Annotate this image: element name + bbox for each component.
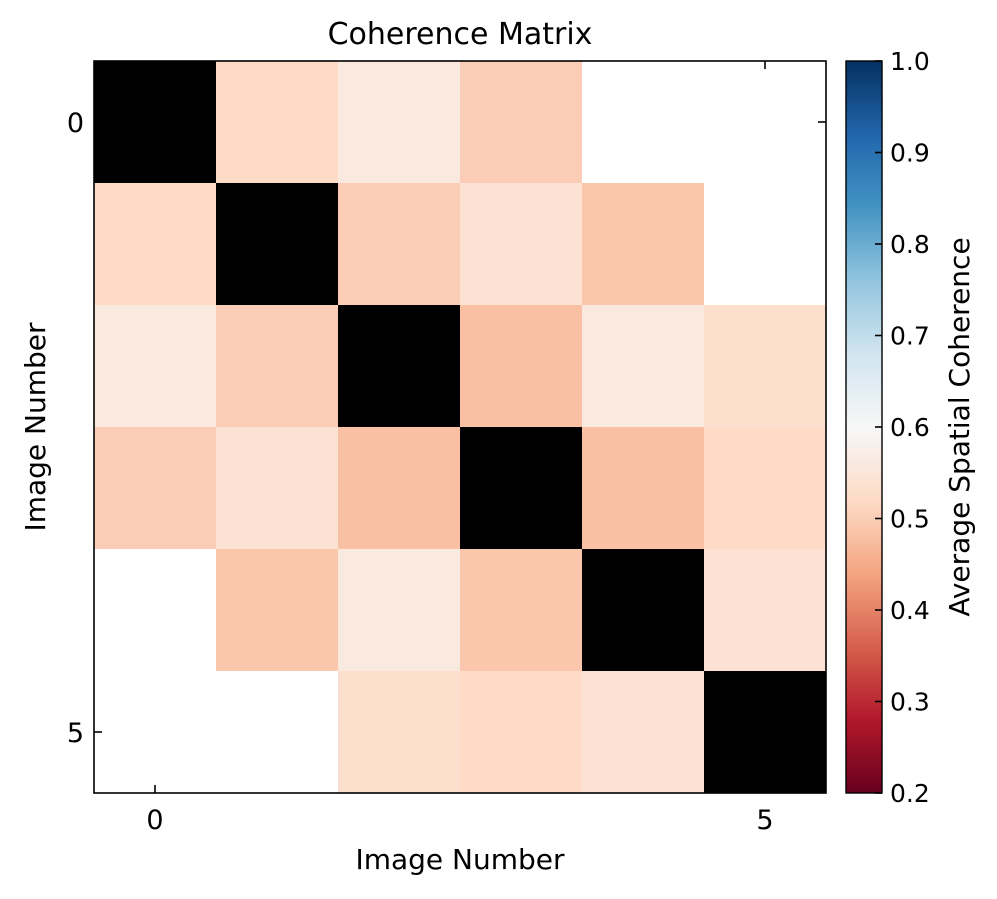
- heatmap-cell-r4-c1: [216, 549, 339, 672]
- heatmap-cell-r5-c5: [704, 671, 827, 794]
- heatmap-cell-r1-c1: [216, 183, 339, 306]
- heatmap-cell-r1-c4: [582, 183, 705, 306]
- colorbar-tick-label-0.6: 0.6: [890, 413, 930, 442]
- colorbar-tick-label-0.5: 0.5: [890, 505, 930, 534]
- colorbar-tick-label-0.3: 0.3: [890, 688, 930, 717]
- heatmap-cell-r1-c3: [460, 183, 583, 306]
- heatmap-cell-r1-c2: [338, 183, 461, 306]
- heatmap-cell-r1-c0: [94, 183, 217, 306]
- heatmap-cell-r3-c2: [338, 427, 461, 550]
- colorbar-ticks: 0.2 0.3 0.4 0.5 0.6 0.7 0.8 0.9 1.0: [875, 47, 930, 808]
- heatmap-cell-r0-c1: [216, 61, 339, 184]
- heatmap-cell-r4-c5: [704, 549, 827, 672]
- heatmap-cell-r1-c5: [704, 183, 827, 306]
- heatmap-cells: [94, 61, 827, 794]
- heatmap-cell-r0-c4: [582, 61, 705, 184]
- heatmap-cell-r5-c2: [338, 671, 461, 794]
- heatmap-cell-r0-c3: [460, 61, 583, 184]
- heatmap-cell-r2-c2: [338, 305, 461, 428]
- heatmap-cell-r4-c0: [94, 549, 217, 672]
- heatmap-cell-r3-c3: [460, 427, 583, 550]
- heatmap-cell-r0-c2: [338, 61, 461, 184]
- heatmap-cell-r0-c5: [704, 61, 827, 184]
- colorbar-tick-label-0.2: 0.2: [890, 779, 930, 808]
- heatmap-cell-r2-c0: [94, 305, 217, 428]
- heatmap-cell-r4-c3: [460, 549, 583, 672]
- plot-frame: [93, 60, 827, 794]
- heatmap-cell-r3-c0: [94, 427, 217, 550]
- colorbar-tick-label-0.9: 0.9: [890, 139, 930, 168]
- y-tick-label-5: 5: [67, 718, 84, 749]
- heatmap-cell-r3-c1: [216, 427, 339, 550]
- chart-title: Coherence Matrix: [328, 17, 593, 52]
- heatmap-cell-r4-c4: [582, 549, 705, 672]
- heatmap-cell-r3-c5: [704, 427, 827, 550]
- heatmap-cell-r2-c3: [460, 305, 583, 428]
- colorbar-tick-label-1.0: 1.0: [890, 47, 930, 76]
- x-tick-label-5: 5: [756, 805, 773, 836]
- colorbar-tick-label-0.4: 0.4: [890, 596, 930, 625]
- axis-ticks: 0 5 0 5: [67, 61, 826, 836]
- colorbar-tick-label-0.7: 0.7: [890, 322, 930, 351]
- heatmap-cell-r5-c3: [460, 671, 583, 794]
- y-axis-label: Image Number: [19, 322, 52, 532]
- heatmap-cell-r5-c0: [94, 671, 217, 794]
- heatmap-cell-r2-c1: [216, 305, 339, 428]
- colorbar-label: Average Spatial Coherence: [943, 237, 976, 616]
- x-tick-label-0: 0: [146, 805, 163, 836]
- heatmap-cell-r5-c1: [216, 671, 339, 794]
- heatmap-cell-r3-c4: [582, 427, 705, 550]
- heatmap-cell-r2-c4: [582, 305, 705, 428]
- heatmap-cell-r4-c2: [338, 549, 461, 672]
- x-axis-label: Image Number: [355, 843, 565, 876]
- colorbar-tick-label-0.8: 0.8: [890, 230, 930, 259]
- heatmap-cell-r5-c4: [582, 671, 705, 794]
- y-tick-label-0: 0: [67, 108, 84, 139]
- heatmap-cell-r0-c0: [94, 61, 217, 184]
- heatmap-cell-r2-c5: [704, 305, 827, 428]
